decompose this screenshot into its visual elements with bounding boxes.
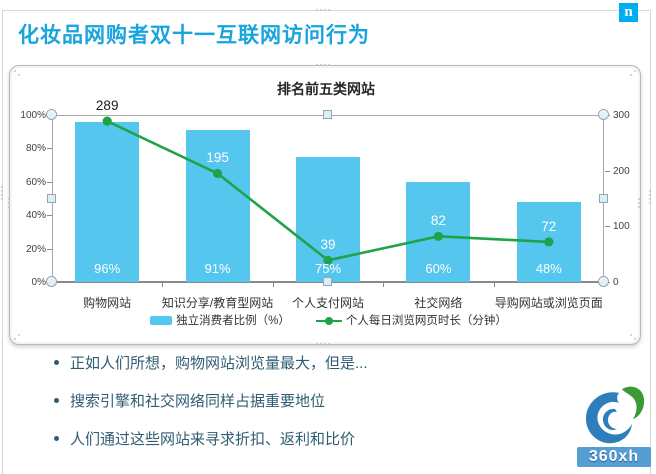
bullet-text: 正如人们所想，购物网站浏览量最大，但是... <box>70 355 368 372</box>
selection-handle-edge[interactable] <box>599 193 608 203</box>
y-axis-right-tick-label: 0 <box>613 277 619 288</box>
bullet-item: 正如人们所想，购物网站浏览量最大，但是... <box>54 352 554 373</box>
card-resize-handle-left[interactable] <box>8 198 10 208</box>
y-axis-left-tick-label: 0% <box>31 277 46 288</box>
placeholder-resize-handle-left[interactable] <box>1 186 3 200</box>
y-axis-left-tick-label: 20% <box>25 243 46 255</box>
placeholder-resize-handle-right[interactable] <box>649 190 651 204</box>
chart-title: 排名前五类网站 <box>277 81 375 97</box>
card-corner-dots <box>630 334 636 340</box>
legend-label-line: 个人每日浏览网页时长（分钟） <box>345 315 507 327</box>
card-corner-dots <box>14 334 20 340</box>
y-axis-left-tick <box>47 148 52 150</box>
bar-series-swatch <box>150 315 173 325</box>
watermark-swirl-icon <box>585 386 645 444</box>
placeholder-border-left <box>2 10 3 474</box>
legend-item-line-series[interactable]: 个人每日浏览网页时长（分钟） <box>315 312 507 328</box>
line-series-swatch <box>315 316 342 325</box>
bullet-dot <box>54 398 59 403</box>
y-axis-left-tick-label: 60% <box>25 176 46 188</box>
line-value-label: 39 <box>320 237 336 253</box>
x-axis-tick <box>493 283 495 287</box>
legend-item-bar-series[interactable]: 独立消费者比例（%） <box>150 312 290 328</box>
nielsen-logo: n <box>619 3 638 22</box>
selection-handle-edge[interactable] <box>47 193 56 203</box>
bullet-dot <box>54 436 59 441</box>
line-value-label: 195 <box>206 150 229 166</box>
x-axis-tick <box>272 283 274 287</box>
category-label: 知识分享/教育型网站 <box>161 296 274 310</box>
category-label: 个人支付网站 <box>291 296 364 310</box>
card-resize-handle-top[interactable] <box>316 64 330 66</box>
selection-handle-corner[interactable] <box>598 109 609 120</box>
card-resize-handle-right[interactable] <box>638 198 640 208</box>
card-corner-dots <box>630 70 636 76</box>
y-axis-left-tick-label: 100% <box>20 110 46 121</box>
card-corner-dots <box>14 70 20 76</box>
placeholder-border-right <box>650 10 651 474</box>
bar-value-label: 48% <box>535 261 562 276</box>
bar-value-label: 60% <box>425 261 452 276</box>
bar-value-label: 91% <box>204 261 231 276</box>
y-axis-right-tick-label: 100 <box>613 221 630 233</box>
y-axis-right-tick-label: 200 <box>613 165 630 177</box>
y-axis-right-tick <box>605 170 610 172</box>
x-axis-tick <box>383 283 385 287</box>
legend-label-bar: 独立消费者比例（%） <box>176 315 290 327</box>
y-axis-left-tick-label: 40% <box>25 210 46 222</box>
bar-购物网站[interactable] <box>75 121 140 282</box>
x-axis-tick <box>162 283 164 287</box>
y-axis-left-tick <box>47 248 52 250</box>
bullet-dot <box>54 360 59 365</box>
selection-handle-edge[interactable] <box>323 277 332 286</box>
selection-handle-edge[interactable] <box>323 110 332 119</box>
selection-handle-corner[interactable] <box>46 109 57 120</box>
y-axis-right-tick-label: 300 <box>613 110 630 121</box>
watermark-360xh: 360xh <box>575 383 653 471</box>
y-axis-right-tick <box>605 226 610 228</box>
category-label: 购物网站 <box>83 296 132 310</box>
bullet-item: 搜索引擎和社交网络同样占据重要地位 <box>54 390 554 411</box>
bullet-item: 人们通过这些网站来寻求折扣、返利和比价 <box>54 428 554 449</box>
chart-legend: 独立消费者比例（%） 个人每日浏览网页时长（分钟） <box>52 312 605 328</box>
card-resize-handle-bottom[interactable] <box>316 343 330 345</box>
bar-value-label: 75% <box>314 261 342 276</box>
page-title: 化妆品网购者双十一互联网访问行为 <box>18 24 370 47</box>
category-label: 导购网站或浏览页面 <box>494 296 603 310</box>
y-axis-left-tick <box>47 215 52 217</box>
bullet-text: 人们通过这些网站来寻求折扣、返利和比价 <box>70 431 356 448</box>
placeholder-border-top <box>2 10 650 11</box>
y-axis-left-tick <box>47 181 52 183</box>
line-value-label: 289 <box>95 98 119 114</box>
watermark-badge: 360xh <box>577 447 651 467</box>
bar-value-label: 96% <box>94 261 121 276</box>
line-value-label: 72 <box>541 218 557 234</box>
line-value-label: 82 <box>430 213 446 229</box>
selection-handle-corner[interactable] <box>46 276 57 287</box>
bullet-text: 搜索引擎和社交网络同样占据重要地位 <box>70 393 326 410</box>
selection-handle-corner[interactable] <box>598 276 609 287</box>
category-label: 社交网络 <box>414 296 463 310</box>
placeholder-resize-handle-top[interactable] <box>316 9 330 11</box>
bullet-list: 正如人们所想，购物网站浏览量最大，但是... 搜索引擎和社交网络同样占据重要地位人… <box>54 352 554 466</box>
y-axis-left-tick-label: 80% <box>25 143 46 155</box>
